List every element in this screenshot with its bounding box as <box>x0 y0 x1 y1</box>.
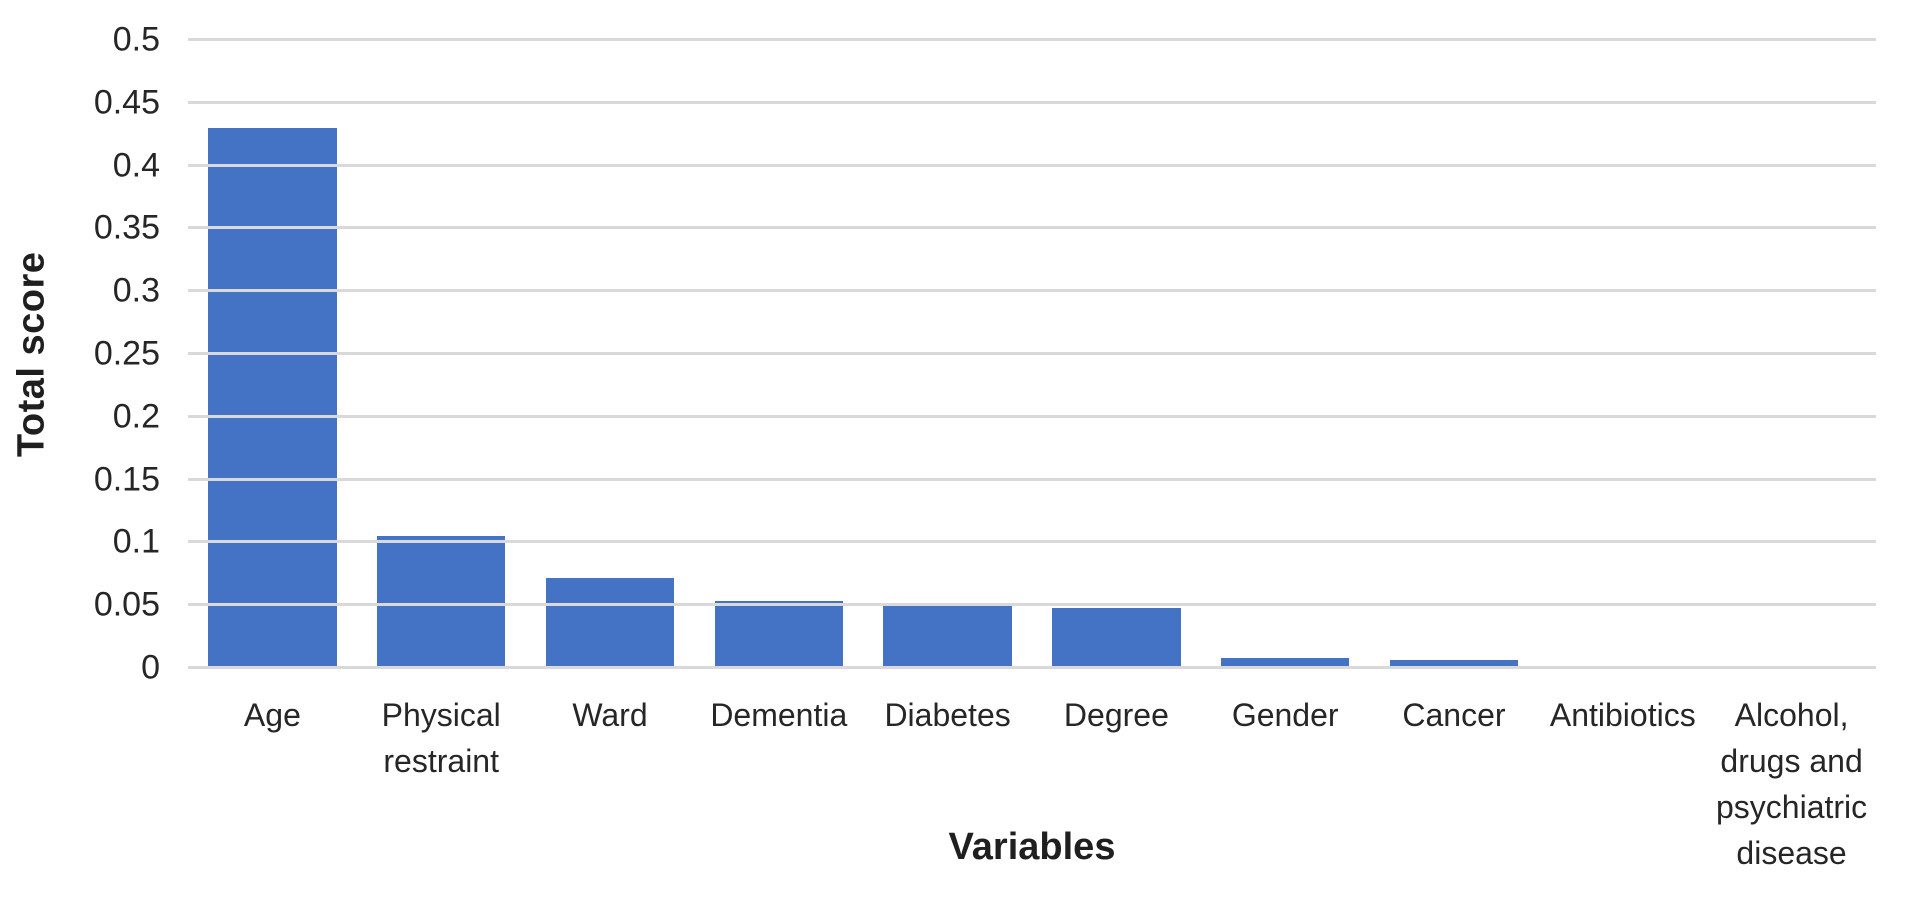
bar <box>545 577 675 668</box>
x-tick-label: Dementia <box>710 697 848 733</box>
bar-cell <box>694 40 863 668</box>
gridline <box>188 352 1876 355</box>
x-tick-label: Ward <box>572 697 648 733</box>
bar-series <box>188 40 1876 668</box>
gridline <box>188 163 1876 167</box>
gridline <box>188 38 1876 41</box>
gridline <box>188 289 1876 293</box>
x-tick-label: Diabetes <box>884 697 1011 733</box>
y-tick-label: 0.05 <box>93 585 160 624</box>
x-tick-label: Alcohol, drugs and psychiatric disease <box>1715 697 1868 871</box>
x-tick-label: Cancer <box>1402 697 1506 733</box>
gridline <box>188 603 1876 607</box>
x-tick-label: Age <box>243 697 301 733</box>
x-axis-title: Variables <box>948 826 1116 868</box>
gridline <box>188 100 1876 104</box>
y-tick-label: 0.5 <box>112 20 160 59</box>
x-tick-label: Antibiotics <box>1549 697 1696 733</box>
bar <box>208 127 337 668</box>
bar <box>714 601 843 668</box>
y-tick-label: 0.15 <box>93 460 160 499</box>
plot-area <box>188 38 1876 669</box>
y-tick-label: 0.2 <box>112 397 160 436</box>
x-axis-tick-labels: Age Physical restraint Ward Dementia Diabete… <box>188 692 1876 876</box>
bar-cell <box>863 40 1032 668</box>
bar <box>1221 657 1350 668</box>
y-tick-label: 0.45 <box>93 83 160 122</box>
bar <box>1389 660 1519 668</box>
bar-cell <box>526 40 695 668</box>
gridline <box>188 414 1876 418</box>
bar <box>883 603 1012 668</box>
x-tick-label: Physical restraint <box>381 697 501 779</box>
y-axis-tick-labels: 0 0.05 0.1 0.15 0.2 0.25 0.3 0.35 0.4 0.45 0.5 <box>0 21 160 687</box>
x-tick-label: Degree <box>1063 697 1169 733</box>
y-tick-label: 0.35 <box>93 208 160 247</box>
bar-cell <box>1032 40 1201 668</box>
y-tick-label: 0 <box>141 648 160 687</box>
y-tick-label: 0.3 <box>112 271 160 310</box>
bar-cell <box>188 40 357 668</box>
y-tick-label: 0.25 <box>93 334 160 373</box>
y-tick-label: 0.1 <box>112 522 160 561</box>
y-tick-label: 0.4 <box>112 146 160 185</box>
bar <box>1052 607 1181 668</box>
gridline <box>188 226 1876 230</box>
gridline <box>188 477 1876 481</box>
bar-cell <box>357 40 526 668</box>
bar-cell <box>1370 40 1539 668</box>
bar-cell <box>1201 40 1370 668</box>
gridline <box>188 540 1876 544</box>
bar <box>377 536 506 668</box>
x-tick-label: Gender <box>1231 697 1339 733</box>
gridline <box>188 666 1876 669</box>
